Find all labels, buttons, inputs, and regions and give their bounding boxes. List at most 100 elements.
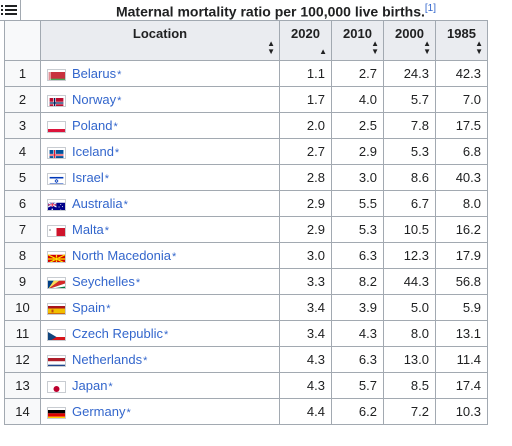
sort-arrows-icon[interactable]: ▲ ▼ bbox=[371, 39, 379, 56]
country-asterisk-link[interactable]: * bbox=[104, 225, 110, 237]
value-2010-cell: 2.7 bbox=[331, 60, 384, 87]
value-2020-cell: 1.1 bbox=[279, 60, 332, 87]
year-2000-header[interactable]: 2000 ▲ ▼ bbox=[383, 20, 436, 61]
location-header[interactable]: Location ▲ ▼ bbox=[40, 20, 280, 61]
country-link[interactable]: Belarus bbox=[72, 66, 117, 81]
norway-flag-icon bbox=[47, 94, 66, 107]
table-row: 13 Japan* 4.3 5.7 8.5 17.4 bbox=[4, 372, 488, 399]
value-2000-cell: 5.7 bbox=[383, 86, 436, 113]
value-2020-cell: 2.9 bbox=[279, 216, 332, 243]
value-2020-cell: 2.8 bbox=[279, 164, 332, 191]
israel-flag-icon bbox=[47, 172, 66, 185]
north-macedonia-flag-icon bbox=[47, 250, 66, 263]
value-2010-cell: 5.5 bbox=[331, 190, 384, 217]
value-2010-cell: 3.0 bbox=[331, 164, 384, 191]
value-1985-cell: 40.3 bbox=[435, 164, 488, 191]
value-1985-cell: 17.5 bbox=[435, 112, 488, 139]
country-link[interactable]: Norway bbox=[72, 92, 117, 107]
country-asterisk-link[interactable]: * bbox=[113, 121, 118, 133]
table-row: 8 North Macedonia* 3.0 6.3 12.3 17.9 bbox=[4, 242, 488, 269]
country-link[interactable]: Poland bbox=[72, 118, 113, 133]
value-2010-cell: 6.3 bbox=[331, 242, 384, 269]
country-asterisk-link[interactable]: * bbox=[104, 173, 110, 185]
table-row: 10 Spain* 3.4 3.9 5.0 5.9 bbox=[4, 294, 488, 321]
caption-title: Maternal mortality ratio per 100,000 liv… bbox=[115, 3, 425, 20]
table-row: 9 Seychelles* 3.3 8.2 44.3 56.8 bbox=[4, 268, 488, 295]
reference-link[interactable]: [1] bbox=[424, 3, 437, 14]
country-link[interactable]: Seychelles bbox=[72, 274, 135, 289]
value-2010-cell: 2.9 bbox=[331, 138, 384, 165]
country-link[interactable]: Malta bbox=[72, 222, 104, 237]
location-cell: Germany* bbox=[40, 398, 280, 425]
country-asterisk-link[interactable]: * bbox=[117, 69, 122, 81]
rank-cell: 9 bbox=[4, 268, 41, 295]
country-link[interactable]: Japan bbox=[72, 378, 108, 393]
value-1985-cell: 56.8 bbox=[435, 268, 488, 295]
header-row: Location ▲ ▼ 2020 ▲ 2010 ▲ ▼ 2000 ▲ ▼ 1985 … bbox=[4, 20, 488, 61]
location-cell: Norway* bbox=[40, 86, 280, 113]
sort-arrows-icon[interactable]: ▲ ▼ bbox=[267, 39, 275, 56]
value-2010-cell: 4.3 bbox=[331, 320, 384, 347]
country-link[interactable]: Netherlands bbox=[72, 352, 143, 367]
value-1985-cell: 10.3 bbox=[435, 398, 488, 425]
country-link[interactable]: Israel bbox=[72, 170, 104, 185]
value-2020-cell: 2.9 bbox=[279, 190, 332, 217]
value-2000-cell: 7.8 bbox=[383, 112, 436, 139]
country-asterisk-link[interactable]: * bbox=[172, 251, 177, 263]
country-asterisk-link[interactable]: * bbox=[164, 329, 169, 341]
rank-cell: 13 bbox=[4, 372, 41, 399]
value-2010-cell: 8.2 bbox=[331, 268, 384, 295]
year-1985-header[interactable]: 1985 ▲ ▼ bbox=[435, 20, 488, 61]
country-asterisk-link[interactable]: * bbox=[123, 199, 128, 211]
value-2000-cell: 8.5 bbox=[383, 372, 436, 399]
value-2020-cell: 3.4 bbox=[279, 320, 332, 347]
country-link[interactable]: Australia bbox=[72, 196, 123, 211]
japan-flag-icon bbox=[47, 380, 66, 393]
country-asterisk-link[interactable]: * bbox=[108, 381, 113, 393]
country-asterisk-link[interactable]: * bbox=[143, 355, 148, 367]
country-link[interactable]: Germany bbox=[72, 404, 126, 419]
country-asterisk-link[interactable]: * bbox=[117, 95, 122, 107]
location-cell: Israel* bbox=[40, 164, 280, 191]
value-1985-cell: 42.3 bbox=[435, 60, 488, 87]
sort-arrows-icon[interactable]: ▲ ▼ bbox=[423, 39, 431, 56]
location-cell: Japan* bbox=[40, 372, 280, 399]
country-asterisk-link[interactable]: * bbox=[106, 303, 111, 315]
sort-ascending-icon[interactable]: ▲ bbox=[319, 47, 327, 56]
country-asterisk-link[interactable]: * bbox=[126, 407, 131, 419]
value-2020-cell: 4.3 bbox=[279, 372, 332, 399]
germany-flag-icon bbox=[47, 406, 66, 419]
value-2010-cell: 4.0 bbox=[331, 86, 384, 113]
value-2020-cell: 3.0 bbox=[279, 242, 332, 269]
value-2020-cell: 2.0 bbox=[279, 112, 332, 139]
country-asterisk-link[interactable]: * bbox=[114, 147, 120, 159]
country-link[interactable]: Iceland bbox=[72, 144, 114, 159]
location-cell: Belarus* bbox=[40, 60, 280, 87]
country-link[interactable]: Spain bbox=[72, 300, 106, 315]
location-cell: Poland* bbox=[40, 112, 280, 139]
value-2000-cell: 13.0 bbox=[383, 346, 436, 373]
australia-flag-icon bbox=[47, 198, 66, 211]
value-2000-cell: 24.3 bbox=[383, 60, 436, 87]
sort-arrows-icon[interactable]: ▲ ▼ bbox=[475, 39, 483, 56]
value-2010-cell: 2.5 bbox=[331, 112, 384, 139]
belarus-flag-icon bbox=[47, 68, 66, 81]
value-2000-cell: 10.5 bbox=[383, 216, 436, 243]
value-2000-cell: 7.2 bbox=[383, 398, 436, 425]
table-row: 2 Norway* 1.7 4.0 5.7 7.0 bbox=[4, 86, 488, 113]
table-of-contents-button[interactable] bbox=[0, 0, 21, 21]
netherlands-flag-icon bbox=[47, 354, 66, 367]
rank-header bbox=[4, 20, 41, 61]
country-asterisk-link[interactable]: * bbox=[135, 277, 141, 289]
year-2020-header[interactable]: 2020 ▲ bbox=[279, 20, 332, 61]
location-cell: Australia* bbox=[40, 190, 280, 217]
table-caption: Maternal mortality ratio per 100,000 liv… bbox=[40, 0, 512, 20]
year-2010-header[interactable]: 2010 ▲ ▼ bbox=[331, 20, 384, 61]
value-2000-cell: 5.3 bbox=[383, 138, 436, 165]
rank-cell: 10 bbox=[4, 294, 41, 321]
value-1985-cell: 7.0 bbox=[435, 86, 488, 113]
country-link[interactable]: North Macedonia bbox=[72, 248, 171, 263]
country-link[interactable]: Czech Republic bbox=[72, 326, 164, 341]
spain-flag-icon bbox=[47, 302, 66, 315]
value-2020-cell: 2.7 bbox=[279, 138, 332, 165]
